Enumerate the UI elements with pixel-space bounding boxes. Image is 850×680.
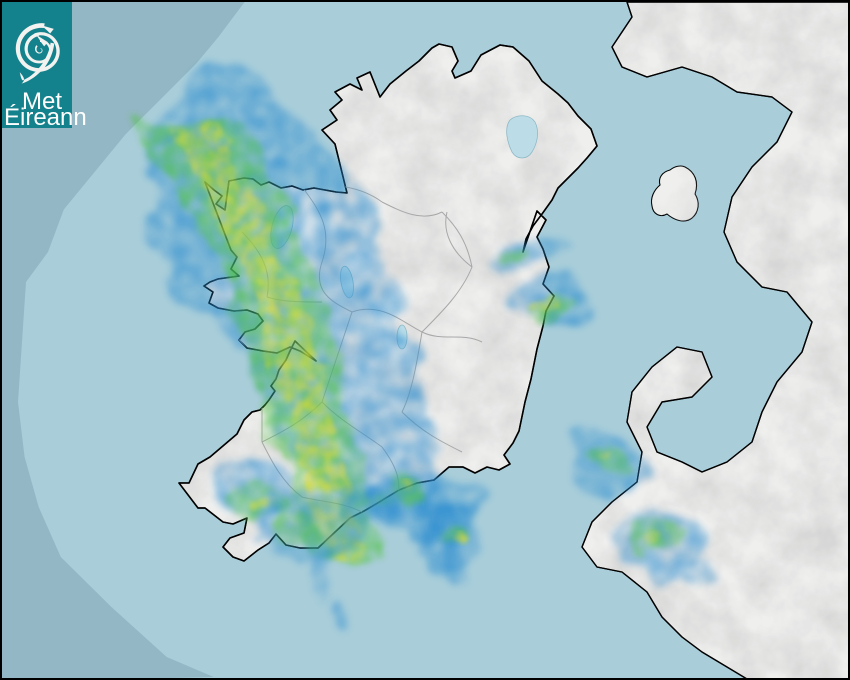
svg-text:Éireann: Éireann: [4, 104, 87, 131]
